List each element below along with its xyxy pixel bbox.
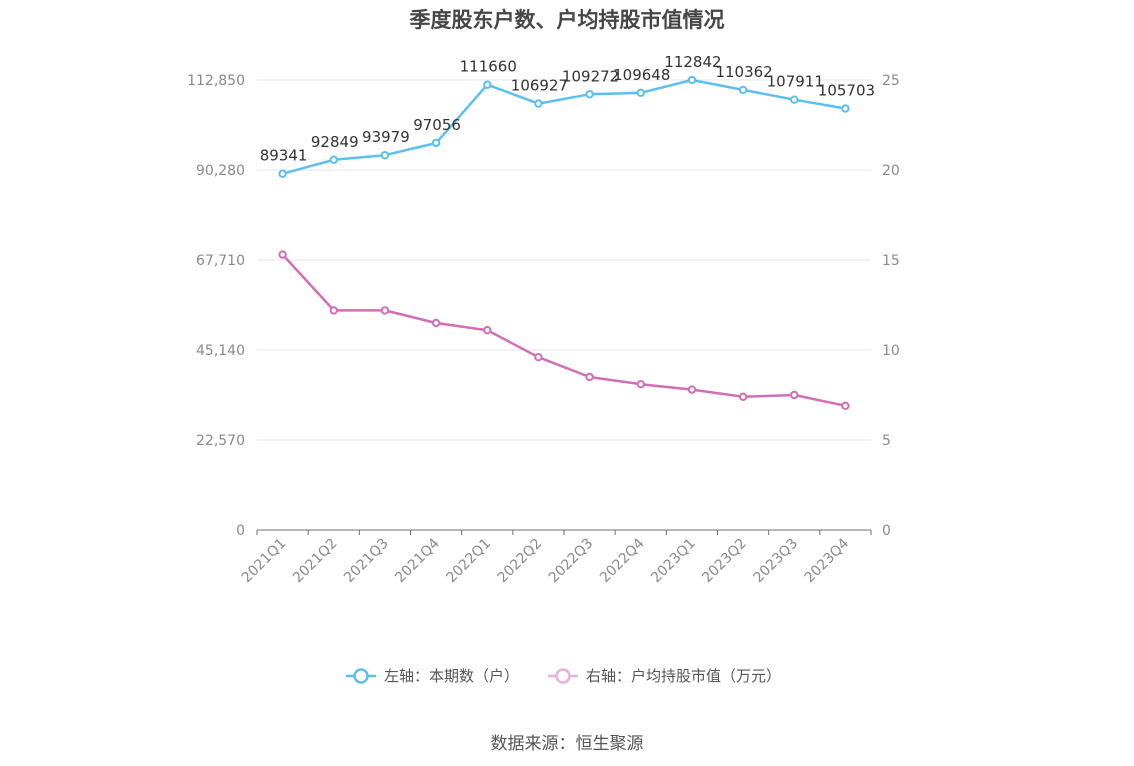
left-axis-tick-label: 22,570 — [196, 433, 245, 449]
legend-label: 左轴：本期数（户） — [384, 667, 519, 685]
data-label: 109648 — [613, 66, 670, 84]
data-label: 93979 — [362, 128, 410, 146]
data-point — [483, 80, 492, 89]
data-point — [585, 372, 594, 382]
legend-swatch-marker — [555, 668, 571, 684]
data-point — [687, 385, 697, 394]
series-line-2 — [281, 253, 846, 408]
data-point — [483, 326, 492, 335]
chart-title: 季度股东户数、户均持股市值情况 — [409, 8, 725, 32]
data-point — [278, 250, 287, 259]
data-point — [534, 99, 543, 108]
left-axis-tick-label: 45,140 — [196, 343, 245, 359]
data-point — [738, 85, 748, 95]
data-point — [790, 95, 799, 104]
data-point — [738, 392, 748, 401]
data-label: 111660 — [460, 58, 517, 76]
x-axis-tick-label: 2023Q2 — [699, 536, 750, 587]
x-axis-tick-label: 2022Q4 — [597, 535, 648, 586]
data-label: 107911 — [767, 73, 824, 91]
data-point — [380, 151, 390, 160]
right-axis-tick-label: 15 — [882, 253, 900, 269]
x-axis-tick-label: 2021Q2 — [290, 536, 341, 587]
right-axis-tick-label: 5 — [882, 433, 891, 449]
data-point — [687, 75, 697, 85]
data-point — [431, 318, 441, 328]
x-axis-tick-label: 2022Q1 — [443, 536, 494, 587]
data-point — [329, 155, 338, 164]
x-axis-tick-label: 2022Q3 — [546, 536, 597, 587]
series-line-1 — [282, 78, 846, 175]
data-label: 97056 — [413, 116, 461, 134]
right-axis-tick-label: 25 — [882, 73, 900, 89]
data-label: 110362 — [715, 63, 772, 81]
x-axis-tick-label: 2023Q1 — [648, 536, 699, 587]
x-axis-tick-label: 2023Q3 — [750, 536, 801, 587]
data-label: 92849 — [311, 133, 359, 151]
legend-label: 右轴：户均持股市值（万元） — [586, 667, 781, 685]
data-point — [534, 353, 543, 362]
data-point — [329, 306, 338, 315]
data-point — [431, 138, 441, 148]
data-point — [636, 88, 645, 97]
left-axis-tick-label: 67,710 — [196, 253, 245, 269]
right-axis-tick-label: 10 — [882, 343, 900, 359]
left-axis-tick-label: 0 — [236, 523, 245, 539]
data-label: 109272 — [562, 67, 619, 85]
data-point — [585, 90, 594, 99]
right-axis-tick-label: 20 — [882, 163, 900, 179]
data-point — [278, 169, 287, 178]
data-point — [636, 380, 645, 389]
data-source: 数据来源：恒生聚源 — [490, 734, 644, 754]
data-label: 105703 — [818, 81, 875, 99]
data-point — [380, 306, 390, 315]
data-label: 106927 — [511, 77, 568, 95]
left-axis-tick-label: 90,280 — [196, 163, 245, 179]
x-axis-tick-label: 2021Q1 — [239, 536, 290, 587]
x-axis-tick-label: 2021Q3 — [341, 536, 392, 587]
data-point — [790, 390, 799, 400]
x-axis-tick-label: 2021Q4 — [392, 535, 443, 586]
data-point — [841, 401, 850, 410]
x-axis-tick-label: 2022Q2 — [495, 536, 546, 587]
data-label: 112842 — [664, 53, 721, 71]
right-axis-tick-label: 0 — [882, 523, 891, 539]
legend-swatch-marker — [353, 668, 369, 684]
left-axis-tick-label: 112,850 — [187, 73, 245, 89]
data-point — [841, 104, 850, 113]
x-axis-tick-label: 2023Q4 — [802, 535, 853, 586]
data-label: 89341 — [260, 147, 308, 165]
